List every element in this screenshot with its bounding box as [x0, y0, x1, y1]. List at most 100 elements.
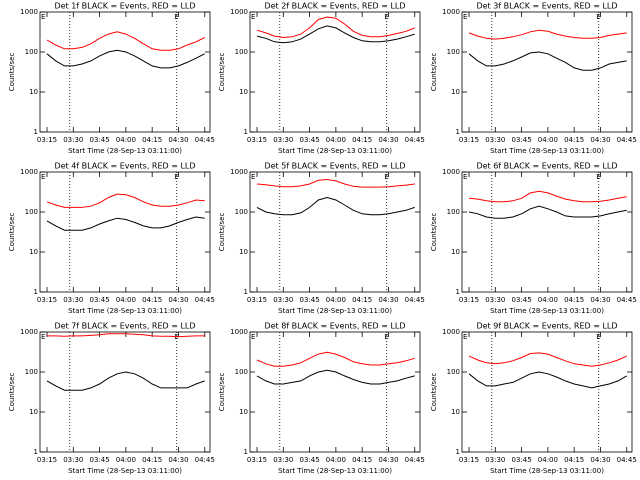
x-tick-label: 03:45	[299, 296, 319, 304]
chart-title: Det 9f BLACK = Events, RED = LLD	[476, 322, 617, 331]
y-tick-label: 10	[29, 88, 38, 96]
y-axis-label: Counts/sec	[218, 373, 226, 412]
x-tick-label: 03:15	[459, 456, 479, 464]
plot-frame	[39, 331, 211, 453]
y-tick-label: 1	[34, 448, 38, 456]
y-tick-label: 10	[239, 88, 248, 96]
x-tick-label: 03:30	[63, 456, 83, 464]
y-axis-label: Counts/sec	[430, 373, 438, 412]
y-tick-label: 1	[456, 288, 460, 296]
annotation: E	[596, 333, 600, 341]
x-tick-label: 03:45	[511, 456, 531, 464]
y-tick-label: 100	[235, 208, 248, 216]
y-tick-label: 1000	[20, 328, 38, 336]
x-tick-label: 03:15	[247, 136, 267, 144]
y-tick-label: 100	[447, 48, 460, 56]
series-line	[46, 49, 205, 69]
x-tick-label: 04:30	[378, 136, 398, 144]
x-axis-label: Start Time (28-Sep-13 03:11:00)	[278, 147, 392, 155]
chart-title: Det 3f BLACK = Events, RED = LLD	[476, 2, 617, 11]
chart-title: Det 4f BLACK = Events, RED = LLD	[54, 162, 195, 171]
series-line	[468, 29, 627, 40]
x-tick-label: 04:00	[326, 456, 346, 464]
x-tick-label: 03:30	[485, 136, 505, 144]
series-line	[46, 216, 205, 231]
series-line	[256, 16, 415, 39]
annotation: E	[174, 173, 178, 181]
y-tick-label: 10	[29, 408, 38, 416]
annotation: E	[384, 173, 388, 181]
x-axis-label: Start Time (28-Sep-13 03:11:00)	[490, 467, 604, 475]
series-line	[47, 333, 205, 338]
x-axis-label: Start Time (28-Sep-13 03:11:00)	[278, 467, 392, 475]
x-tick-label: 03:30	[63, 136, 83, 144]
plot-frame	[461, 331, 633, 453]
x-tick-label: 03:45	[511, 296, 531, 304]
y-tick-label: 1	[456, 128, 460, 136]
x-tick-label: 04:15	[142, 296, 162, 304]
x-tick-label: 03:15	[459, 296, 479, 304]
annotation: E	[251, 173, 255, 181]
annotation: E	[596, 13, 600, 21]
y-axis-label: Counts/sec	[8, 213, 16, 252]
x-tick-label: 03:45	[89, 456, 109, 464]
x-tick-label: 04:00	[538, 456, 558, 464]
y-tick-label: 1	[244, 288, 248, 296]
y-tick-label: 100	[235, 48, 248, 56]
plot-frame	[39, 11, 211, 133]
x-tick-label: 04:45	[405, 136, 425, 144]
series-line	[468, 371, 627, 389]
x-tick-label: 04:45	[617, 296, 637, 304]
y-tick-label: 100	[447, 208, 460, 216]
chart-title: Det 2f BLACK = Events, RED = LLD	[264, 2, 405, 11]
x-tick-label: 04:00	[538, 136, 558, 144]
y-tick-label: 1	[244, 128, 248, 136]
x-tick-label: 04:15	[142, 456, 162, 464]
plot-frame	[249, 171, 421, 293]
annotation: E	[384, 13, 388, 21]
x-tick-label: 03:45	[511, 136, 531, 144]
x-axis-label: Start Time (28-Sep-13 03:11:00)	[490, 147, 604, 155]
x-tick-label: 04:00	[326, 296, 346, 304]
x-tick-label: 04:30	[168, 136, 188, 144]
y-tick-label: 1	[456, 448, 460, 456]
series-line	[256, 178, 415, 188]
x-tick-label: 04:45	[195, 456, 215, 464]
y-tick-label: 10	[239, 248, 248, 256]
series-line	[468, 205, 627, 219]
x-tick-label: 04:30	[168, 296, 188, 304]
y-tick-label: 1000	[442, 328, 460, 336]
x-tick-label: 04:30	[590, 136, 610, 144]
x-tick-label: 04:45	[195, 296, 215, 304]
series-line	[256, 351, 415, 367]
annotation: E	[251, 333, 255, 341]
series-line	[468, 190, 627, 203]
annotation: E	[41, 173, 45, 181]
y-tick-label: 100	[447, 368, 460, 376]
y-tick-label: 1	[244, 448, 248, 456]
series-line	[46, 371, 205, 391]
chart-title: Det 6f BLACK = Events, RED = LLD	[476, 162, 617, 171]
x-tick-label: 03:30	[273, 296, 293, 304]
x-tick-label: 03:30	[485, 456, 505, 464]
x-tick-label: 04:15	[564, 456, 584, 464]
y-axis-label: Counts/sec	[430, 213, 438, 252]
y-axis-label: Counts/sec	[430, 53, 438, 92]
y-tick-label: 10	[239, 408, 248, 416]
x-tick-label: 03:15	[37, 456, 57, 464]
x-tick-label: 04:15	[564, 136, 584, 144]
x-tick-label: 03:30	[273, 456, 293, 464]
annotation: E	[384, 333, 388, 341]
y-tick-label: 10	[451, 248, 460, 256]
series-line	[46, 193, 205, 208]
plot-frame	[39, 171, 211, 293]
x-tick-label: 03:30	[485, 296, 505, 304]
y-tick-label: 1000	[230, 8, 248, 16]
y-tick-label: 100	[25, 208, 38, 216]
x-tick-label: 03:15	[37, 296, 57, 304]
y-tick-label: 10	[451, 88, 460, 96]
x-tick-label: 04:45	[405, 296, 425, 304]
chart-title: Det 7f BLACK = Events, RED = LLD	[54, 322, 195, 331]
